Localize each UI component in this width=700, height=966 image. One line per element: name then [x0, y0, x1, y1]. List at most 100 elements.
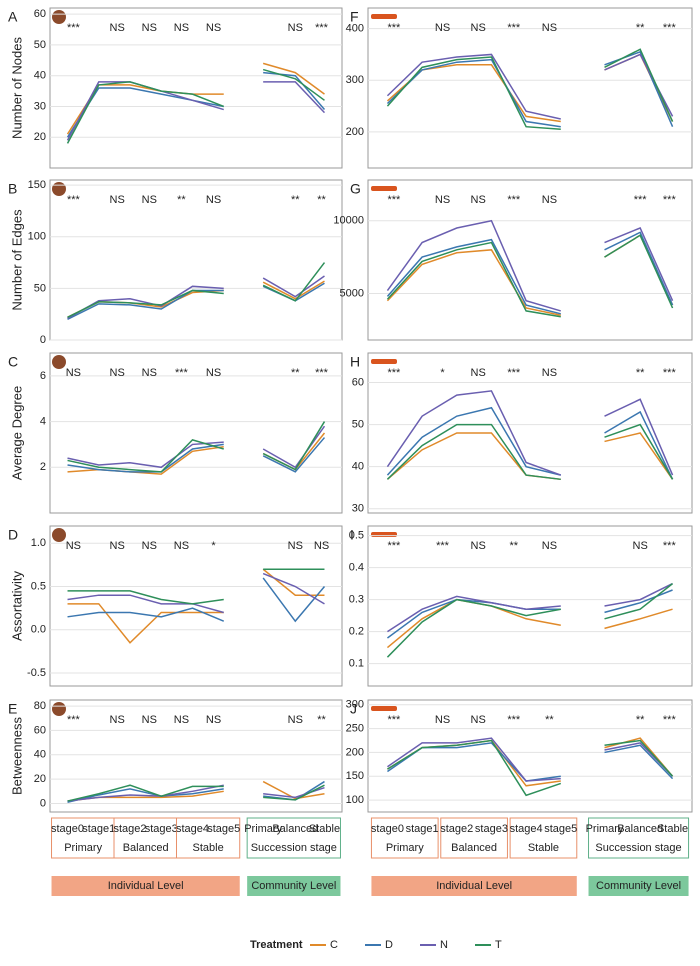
series-line: [262, 780, 325, 800]
level-label: Community Level: [596, 880, 681, 892]
significance-label: NS: [471, 194, 486, 206]
series-line: [67, 443, 224, 473]
significance-label: **: [545, 714, 554, 726]
significance-label: NS: [142, 540, 157, 552]
significance-label: *: [440, 367, 445, 379]
significance-label: NS: [314, 540, 329, 552]
series-line: [604, 739, 674, 777]
significance-label: **: [317, 714, 326, 726]
significance-label: ***: [67, 22, 81, 34]
series-line: [604, 583, 674, 620]
y-tick-label: 300: [346, 74, 364, 86]
y-tick-label: 0: [40, 797, 46, 809]
significance-label: NS: [288, 540, 303, 552]
series-line: [386, 219, 561, 312]
level-bar: [371, 876, 577, 896]
y-axis-label: Number of Edges: [9, 209, 24, 311]
series-line: [67, 603, 224, 644]
significance-label: NS: [142, 194, 157, 206]
series-line: [604, 742, 674, 777]
series-line: [386, 56, 561, 131]
panel-icon: [371, 14, 397, 19]
series-line: [262, 577, 326, 623]
y-axis-label: Number of Nodes: [9, 37, 24, 139]
significance-label: NS: [110, 540, 125, 552]
stage-box: [440, 817, 508, 859]
series-line: [67, 607, 225, 622]
significance-label: NS: [142, 22, 157, 34]
series-line: [386, 58, 561, 128]
x-tick-label: stage0: [51, 823, 84, 835]
stage-group-label: Succession stage: [595, 842, 681, 854]
significance-label: **: [177, 194, 186, 206]
series-line: [387, 595, 561, 633]
series-line: [604, 589, 673, 614]
significance-label: ***: [436, 540, 450, 552]
significance-label: NS: [471, 367, 486, 379]
significance-label: NS: [66, 540, 81, 552]
stage-box: [246, 817, 341, 859]
series-line: [67, 594, 224, 614]
series-line: [67, 788, 224, 803]
series-line: [604, 423, 674, 480]
y-tick-label: 0.4: [349, 562, 364, 574]
significance-label: ***: [387, 367, 401, 379]
y-tick-label: 5000: [340, 287, 364, 299]
significance-label: ***: [507, 714, 521, 726]
y-tick-label: 60: [34, 724, 46, 736]
y-tick-label: 40: [352, 461, 364, 473]
panel-label: I: [350, 527, 354, 543]
panel-label: C: [8, 354, 18, 370]
significance-label: NS: [435, 194, 450, 206]
series-line: [67, 590, 224, 605]
panel-label: B: [8, 181, 17, 197]
panel-frame: [367, 699, 693, 813]
panel-icon: [52, 702, 66, 716]
y-tick-label: 30: [34, 100, 46, 112]
significance-label: NS: [110, 367, 125, 379]
level-bar: [247, 876, 341, 896]
x-tick-label: Stable: [309, 823, 340, 835]
y-tick-label: 50: [34, 282, 46, 294]
significance-label: NS: [110, 22, 125, 34]
series-line: [387, 739, 561, 787]
significance-label: NS: [174, 22, 189, 34]
series-line: [386, 432, 561, 481]
significance-label: NS: [142, 367, 157, 379]
significance-label: NS: [206, 194, 221, 206]
x-tick-label: stage5: [207, 823, 240, 835]
significance-label: ***: [507, 367, 521, 379]
significance-label: ***: [67, 194, 81, 206]
y-tick-label: -0.5: [27, 667, 46, 679]
y-tick-label: 250: [346, 723, 364, 735]
significance-label: NS: [66, 367, 81, 379]
significance-label: NS: [174, 714, 189, 726]
y-tick-label: 0.5: [31, 580, 46, 592]
significance-label: **: [317, 194, 326, 206]
y-tick-label: 200: [346, 746, 364, 758]
panel-label: A: [8, 9, 18, 25]
series-line: [604, 410, 674, 480]
level-bar: [588, 876, 689, 896]
x-tick-label: stage1: [406, 823, 439, 835]
series-line: [66, 84, 224, 135]
significance-label: NS: [206, 22, 221, 34]
y-tick-label: 150: [346, 770, 364, 782]
level-label: Community Level: [251, 880, 336, 892]
series-line: [386, 598, 561, 649]
significance-label: ***: [387, 714, 401, 726]
series-line: [387, 739, 562, 797]
y-tick-label: 50: [352, 418, 364, 430]
x-tick-label: stage4: [176, 823, 209, 835]
y-tick-label: 40: [34, 70, 46, 82]
significance-label: NS: [542, 367, 557, 379]
stage-box: [175, 817, 241, 859]
stage-box: [509, 817, 578, 859]
y-axis-label: Average Degree: [9, 386, 24, 480]
panel-label: G: [350, 181, 361, 197]
series-line: [263, 71, 326, 111]
significance-label: NS: [471, 540, 486, 552]
significance-label: ***: [663, 22, 677, 34]
series-line: [604, 744, 674, 780]
